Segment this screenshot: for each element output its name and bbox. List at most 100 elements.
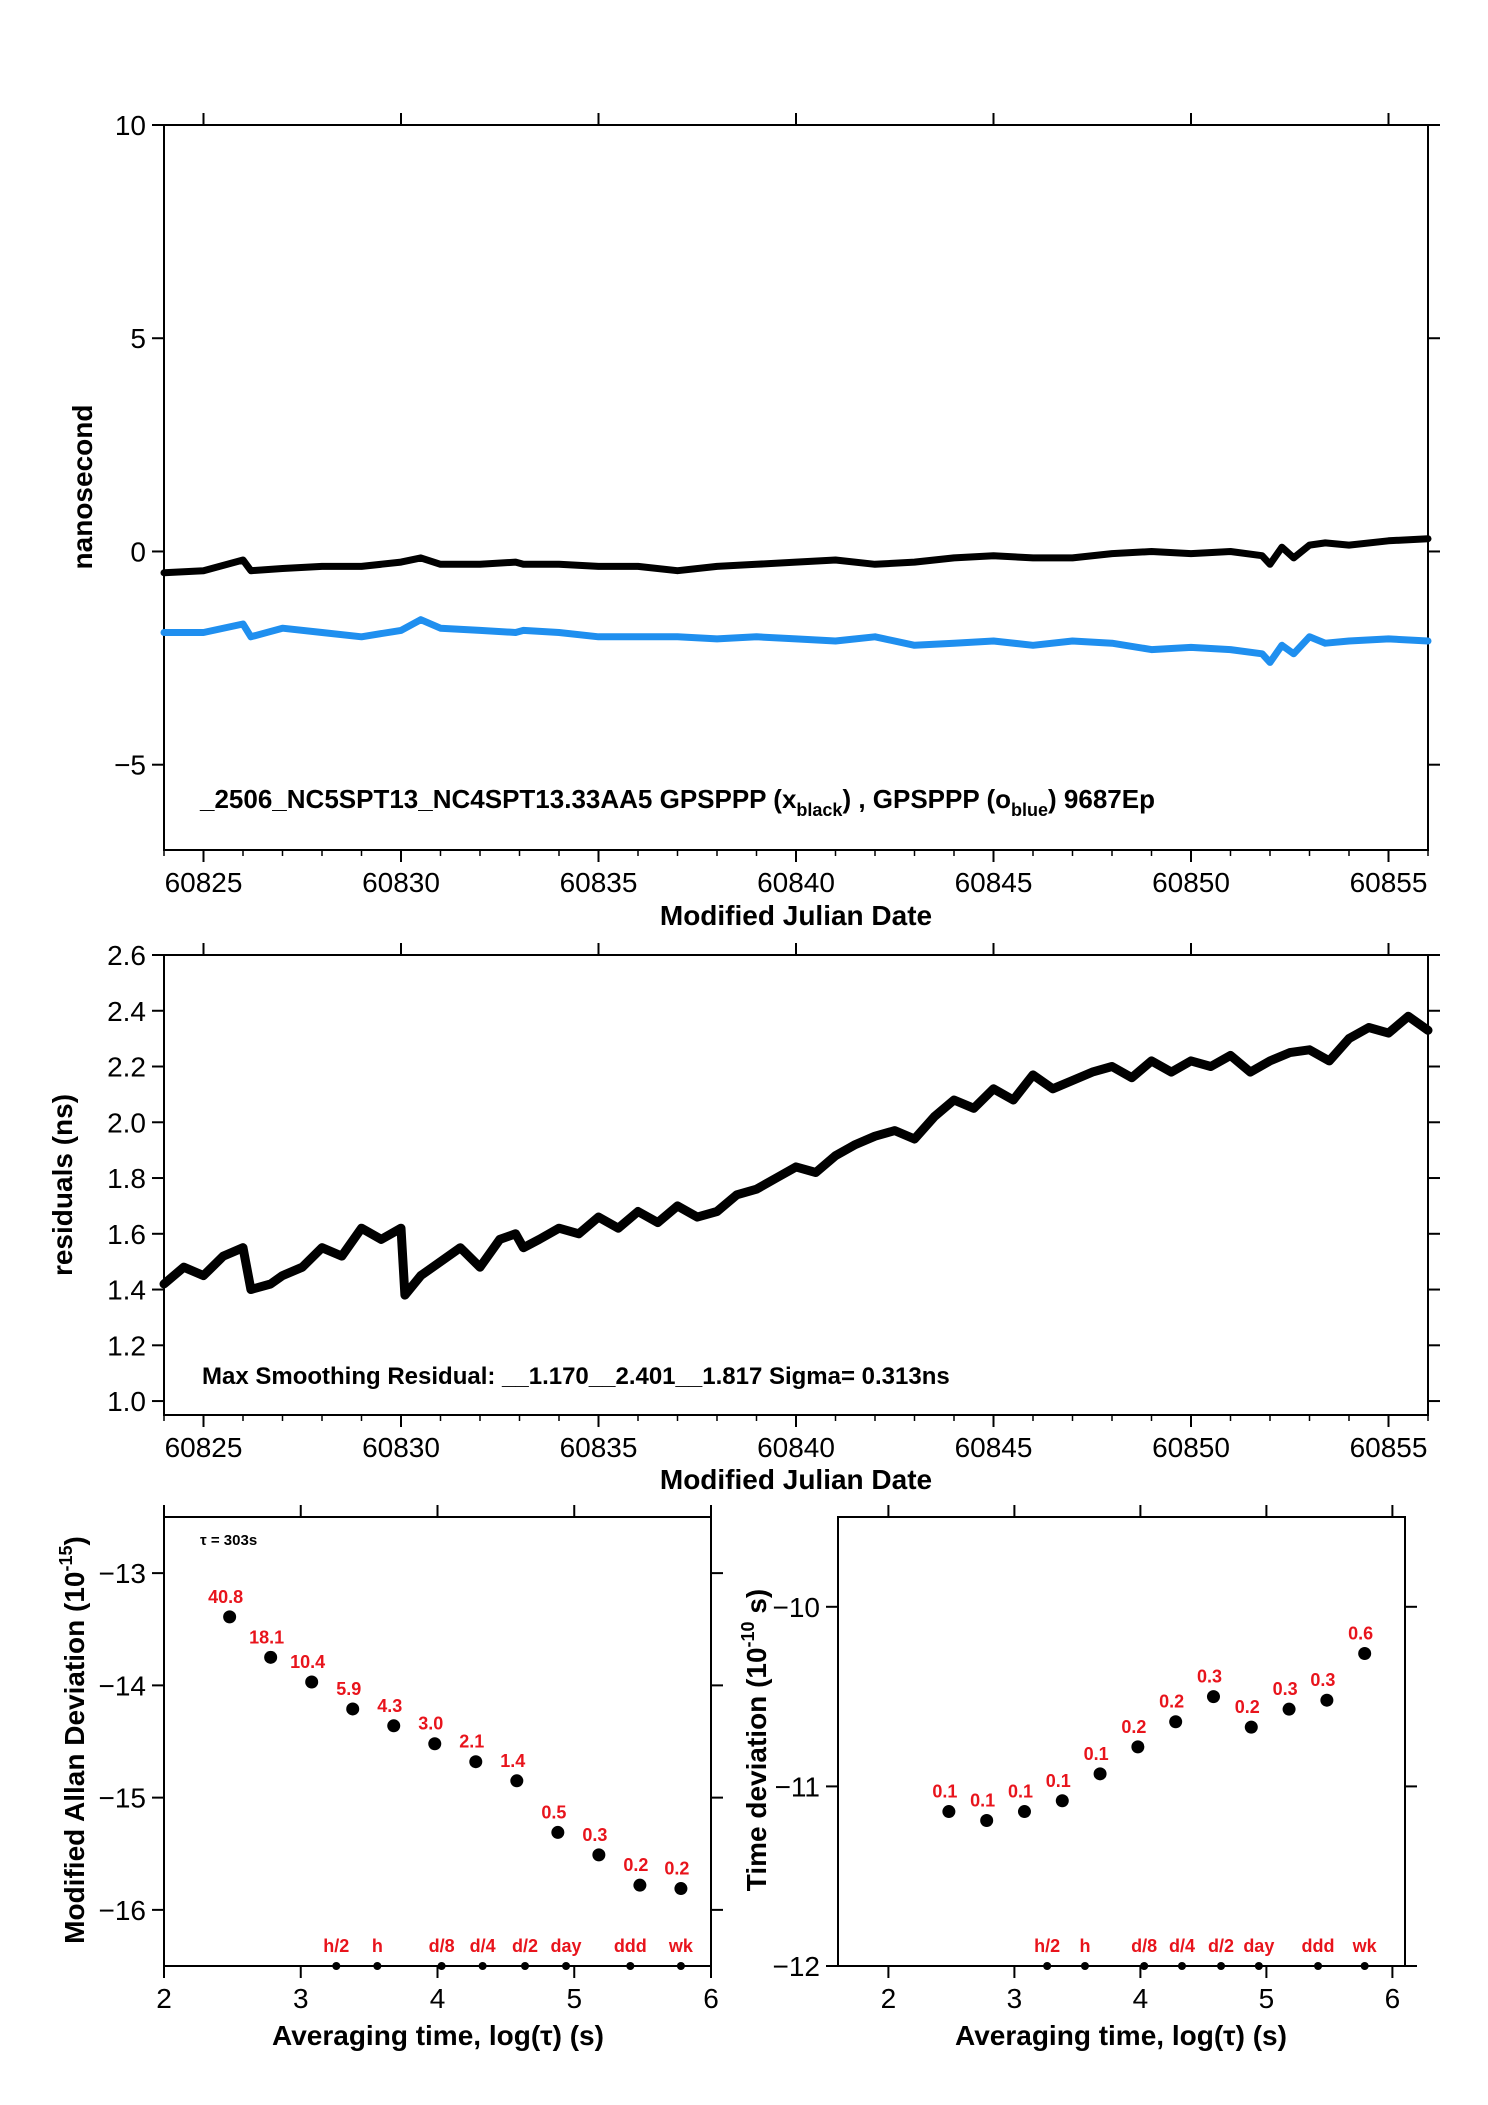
data-point [264,1650,278,1664]
x-tick-label: 2 [156,1983,172,2014]
marker-label: h/2 [1034,1936,1060,1956]
marker-label: h [372,1936,383,1956]
x-tick-label: 60830 [362,1432,440,1463]
tdev-plot-frame [837,1516,1406,1967]
y-tick-label: 10 [115,110,146,141]
marker-label: wk [1352,1936,1378,1956]
data-label: 1.4 [500,1751,525,1771]
data-label: 18.1 [249,1627,284,1647]
x-tick-label: 6 [703,1983,719,2014]
mdev-y-label-sup: -15 [56,1545,76,1571]
data-label: 0.3 [1197,1667,1222,1687]
x-tick-label: 5 [566,1983,582,2014]
residuals-y-axis-label: residuals (ns) [47,1094,78,1276]
data-point [1131,1740,1145,1754]
annotation-middle: ) , GPSPPP (o [842,784,1011,814]
y-tick-label: −15 [99,1783,147,1814]
x-tick-label: 60835 [560,1432,638,1463]
data-point [1244,1720,1258,1734]
annotation-sub-black: black [796,800,843,820]
x-tick-label: 60825 [165,1432,243,1463]
data-point [980,1814,994,1828]
tdev-panel: 2 3 4 5 6−12−11−10 0.1 0.1 0.10.10.10.20.20.30… [738,1505,1417,2051]
x-tick-label: 60835 [560,867,638,898]
data-point [1358,1646,1372,1660]
data-point [223,1610,237,1624]
residuals-annotation: Max Smoothing Residual: __1.170__2.401__… [202,1363,950,1390]
marker-label: day [1243,1936,1274,1956]
tdev-y-label-sup: -10 [738,1621,758,1647]
residuals-ticks: 60825 60830 60835 60840 60845 60850 60855 1.0 1.… [107,940,1440,1463]
x-tick-label: 60845 [955,867,1033,898]
y-tick-label: 1.2 [107,1330,146,1361]
x-tick-label: 60855 [1350,1432,1428,1463]
marker-label: d/4 [1169,1936,1195,1956]
marker-label: day [551,1936,582,1956]
y-tick-label: 1.8 [107,1163,146,1194]
data-label: 0.2 [1121,1717,1146,1737]
y-tick-label: 1.0 [107,1386,146,1417]
y-tick-label: −16 [99,1895,147,1926]
data-point [387,1719,401,1733]
marker-dot [1140,1962,1149,1970]
y-tick-label: −14 [99,1670,147,1701]
data-label: 0.1 [970,1791,995,1811]
data-label: 0.3 [582,1825,607,1845]
data-label: 4.3 [377,1696,402,1716]
data-label: 0.2 [664,1859,689,1879]
x-tick-label: 60850 [1152,1432,1230,1463]
y-tick-label: −12 [773,1951,821,1982]
y-tick-label: −11 [775,1771,820,1802]
data-point [592,1848,606,1862]
y-tick-label: 0 [130,536,146,567]
marker-dot [1080,1962,1089,1970]
x-tick-label: 60830 [362,867,440,898]
x-tick-label: 60845 [955,1432,1033,1463]
marker-label: h/2 [323,1936,349,1956]
data-point [1017,1805,1031,1819]
marker-label: d/2 [512,1936,538,1956]
mdev-tau-note: τ = 303s [200,1532,257,1549]
y-tick-label: −5 [114,750,146,781]
y-tick-label: 1.4 [107,1275,146,1306]
marker-dot [1314,1962,1323,1970]
marker-dot [562,1962,571,1970]
x-tick-label: 3 [1007,1983,1023,2014]
data-point [305,1675,319,1689]
offset-x-axis-label: Modified Julian Date [660,900,932,931]
y-tick-label: 2.0 [107,1107,146,1138]
x-tick-label: 6 [1385,1983,1401,2014]
marker-dot [478,1962,487,1970]
offset-plot-frame [163,124,1429,851]
y-tick-label: 2.4 [107,996,146,1027]
marker-dot [1254,1962,1263,1970]
data-label: 0.6 [1348,1623,1373,1643]
x-tick-label: 60825 [165,867,243,898]
data-label: 0.2 [1159,1692,1184,1712]
y-tick-label: 5 [130,323,146,354]
offset-annotation: _2506_NC5SPT13_NC4SPT13.33AA5 GPSPPP (xb… [199,784,1155,820]
tdev-ticks: 2 3 4 5 6 −12 −11 −10 [773,1505,1417,2014]
data-label: 40.8 [208,1587,243,1607]
data-label: 10.4 [290,1652,325,1672]
residuals-series [159,1011,1433,1300]
x-tick-label: 5 [1259,1983,1275,2014]
marker-dot [1217,1962,1226,1970]
series-line [160,535,1432,577]
marker-label: d/8 [1131,1936,1157,1956]
data-label: 0.2 [1235,1697,1260,1717]
x-tick-label: 4 [1133,1983,1149,2014]
marker-dot [626,1962,635,1970]
mdev-y-axis-label: Modified Allan Deviation (10-15) [56,1536,90,1944]
marker-label: wk [668,1936,694,1956]
data-label: 5.9 [336,1679,361,1699]
data-label: 2.1 [459,1732,484,1752]
marker-label: d/4 [470,1936,496,1956]
marker-dot [1043,1962,1052,1970]
data-point [942,1805,956,1819]
series-line [159,1011,1433,1300]
x-tick-label: 4 [430,1983,446,2014]
tdev-y-label-main: Time deviation (10 [741,1647,772,1891]
data-point [1169,1715,1183,1729]
